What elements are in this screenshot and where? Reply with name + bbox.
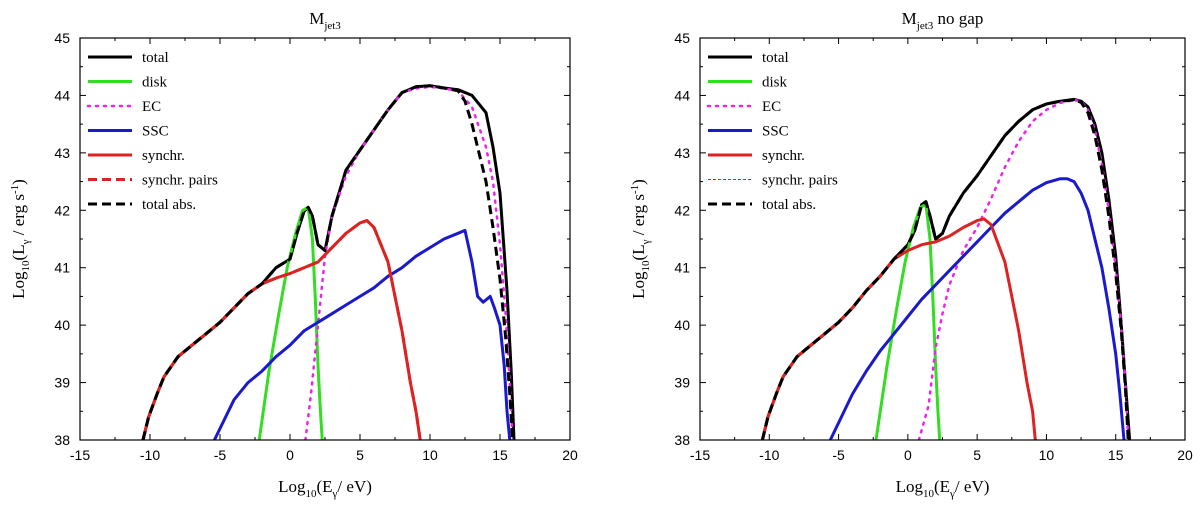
legend-label: synchr. bbox=[142, 148, 185, 164]
legend-label: synchr. bbox=[762, 148, 805, 164]
series-line-disk bbox=[257, 205, 324, 440]
x-tick-label: 5 bbox=[973, 447, 981, 463]
x-axis-label: Log10(Eγ/ eV) bbox=[896, 477, 990, 500]
y-tick-label: 44 bbox=[674, 87, 690, 103]
legend-label: EC bbox=[142, 99, 161, 115]
series-line-synchr-pairs bbox=[141, 219, 422, 440]
series-line-ssc bbox=[213, 228, 512, 440]
x-axis-label: Log10(Eγ/ eV) bbox=[278, 477, 372, 500]
x-tick-label: -5 bbox=[214, 447, 227, 463]
series-line-total bbox=[141, 84, 516, 440]
legend-label: synchr. pairs bbox=[142, 173, 218, 189]
chart-left: Mjet3 -15 -10 -5 0 5 10 15 20 38 39 40 41 42 43 44 45 Log… bbox=[9, 9, 578, 500]
series-line-total bbox=[760, 97, 1132, 440]
x-tick-label: 20 bbox=[1177, 447, 1193, 463]
y-tick-label: 38 bbox=[674, 432, 690, 448]
chart-title: Mjet3 bbox=[309, 9, 341, 32]
y-axis-label: Log10(Lγ / erg s-1) bbox=[9, 179, 32, 299]
legend-label: synchr. pairs bbox=[762, 173, 838, 189]
y-tick-label: 43 bbox=[54, 145, 70, 161]
legend-label: total bbox=[762, 50, 789, 66]
y-tick-label: 40 bbox=[674, 317, 690, 333]
legend-label: disk bbox=[762, 75, 788, 91]
legend-label: total abs. bbox=[142, 197, 196, 213]
series-group bbox=[760, 97, 1132, 440]
y-tick-label: 45 bbox=[674, 30, 690, 46]
y-axis-label: Log10(Lγ / erg s-1) bbox=[629, 179, 652, 299]
x-tick-label: 15 bbox=[492, 447, 508, 463]
y-tick-label: 43 bbox=[674, 145, 690, 161]
series-group bbox=[141, 84, 516, 440]
x-tick-label: 10 bbox=[1039, 447, 1055, 463]
y-tick-label: 41 bbox=[674, 260, 690, 276]
x-tick-label: -10 bbox=[140, 447, 160, 463]
series-line-total-abs- bbox=[760, 98, 1130, 440]
chart-right: Mjet3 no gap -15 -10 -5 0 5 10 15 20 38 39 40 41 42 43… bbox=[629, 9, 1193, 500]
series-line-total-abs- bbox=[141, 84, 515, 440]
y-tick-label: 38 bbox=[54, 432, 70, 448]
legend-label: total bbox=[142, 50, 169, 66]
y-tick-label: 39 bbox=[54, 375, 70, 391]
x-tick-label: 10 bbox=[422, 447, 438, 463]
legend: total disk EC SSC synchr. synchr. pairs total … bbox=[86, 50, 218, 213]
x-tick-label: -5 bbox=[832, 447, 845, 463]
y-tick-label: 39 bbox=[674, 375, 690, 391]
y-tick-label: 42 bbox=[674, 202, 690, 218]
y-tick-label: 42 bbox=[54, 202, 70, 218]
legend: total disk EC SSC synchr. synchr. pairs total … bbox=[706, 50, 838, 213]
series-line-ssc bbox=[828, 177, 1126, 440]
x-tick-label: 20 bbox=[562, 447, 578, 463]
series-line-ec bbox=[304, 85, 514, 440]
x-tick-label: 15 bbox=[1108, 447, 1124, 463]
x-tick-label: 0 bbox=[286, 447, 294, 463]
legend-label: SSC bbox=[762, 124, 789, 140]
y-tick-label: 41 bbox=[54, 260, 70, 276]
x-tick-label: 5 bbox=[356, 447, 364, 463]
x-tick-label: -15 bbox=[70, 447, 90, 463]
chart-title: Mjet3 no gap bbox=[902, 9, 984, 32]
legend-label: SSC bbox=[142, 124, 169, 140]
y-tick-label: 40 bbox=[54, 317, 70, 333]
legend-label: disk bbox=[142, 75, 168, 91]
legend-label: total abs. bbox=[762, 197, 816, 213]
x-tick-label: 0 bbox=[904, 447, 912, 463]
series-line-disk bbox=[874, 203, 942, 440]
y-tick-label: 44 bbox=[54, 87, 70, 103]
chart-panel-right: Mjet3 no gap -15 -10 -5 0 5 10 15 20 38 39 40 41 42 43… bbox=[620, 0, 1200, 510]
x-tick-label: -15 bbox=[690, 447, 710, 463]
series-line-synchr- bbox=[141, 219, 422, 440]
chart-panel-left: Mjet3 -15 -10 -5 0 5 10 15 20 38 39 40 41 42 43 44 45 Log… bbox=[9, 9, 578, 500]
legend-label: EC bbox=[762, 99, 781, 115]
x-tick-label: -10 bbox=[759, 447, 779, 463]
y-tick-label: 45 bbox=[54, 30, 70, 46]
